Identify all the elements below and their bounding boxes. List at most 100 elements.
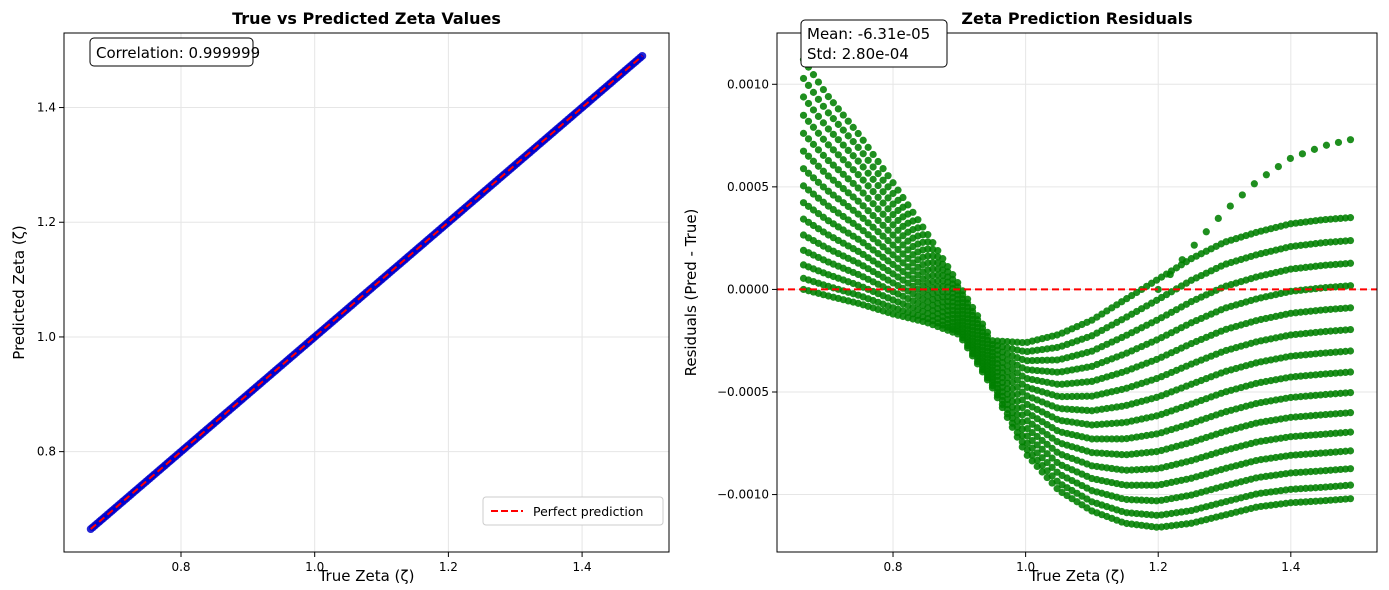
- residual-point: [1078, 392, 1086, 400]
- residual-point: [859, 239, 867, 247]
- left-y-tick-label: 0.8: [37, 445, 56, 459]
- residual-point: [909, 208, 917, 216]
- residual-point: [1118, 451, 1126, 459]
- right-y-tick-label: 0.0000: [727, 282, 769, 296]
- left-y-tick-label: 1.2: [37, 215, 56, 229]
- residual-point: [864, 219, 872, 227]
- residual-point: [844, 132, 852, 140]
- residual-point: [1018, 388, 1026, 396]
- residual-point: [1038, 445, 1046, 453]
- residual-point: [844, 117, 852, 125]
- residual-point: [964, 295, 972, 303]
- residual-point: [1346, 368, 1355, 376]
- left-plot-frame: [63, 32, 670, 553]
- residual-point: [1262, 171, 1270, 179]
- residual-point: [924, 231, 932, 239]
- residual-point: [809, 71, 818, 79]
- residual-point: [849, 123, 857, 131]
- residual-point: [924, 252, 932, 260]
- residual-point: [1093, 435, 1101, 443]
- correlation-annotation: Correlation: 0.999999: [96, 44, 260, 62]
- residual-point: [934, 247, 942, 255]
- residual-point: [1346, 325, 1355, 334]
- residual-point: [799, 74, 808, 83]
- residual-point: [899, 250, 907, 258]
- residual-point: [1113, 435, 1121, 443]
- residual-point: [829, 176, 837, 184]
- left-y-axis-label: Predicted Zeta (ζ): [10, 225, 28, 359]
- residual-point: [844, 189, 852, 197]
- right-panel: 0.8 1.0 1.2 1.4 −0.0010 −0.0005 0.0000 0.0005 0…: [682, 9, 1378, 585]
- residual-point: [1073, 392, 1081, 401]
- residual-point: [1238, 191, 1246, 199]
- residual-point: [809, 157, 818, 165]
- residual-point: [899, 241, 907, 249]
- residual-point: [819, 119, 828, 127]
- residual-point: [804, 81, 813, 90]
- residual-point: [804, 169, 813, 177]
- residual-point: [1043, 440, 1051, 448]
- residual-point: [854, 210, 862, 218]
- residual-point: [809, 190, 818, 198]
- residual-point: [864, 156, 872, 164]
- left-y-tick-label: 1.4: [37, 101, 56, 115]
- right-y-tick-label: 0.0010: [727, 77, 769, 91]
- residual-point: [894, 186, 902, 194]
- residual-point: [929, 239, 937, 247]
- residual-point: [829, 115, 837, 123]
- residual-point: [804, 202, 813, 210]
- residual-point: [1053, 477, 1061, 485]
- residual-point: [959, 287, 967, 295]
- residual-point: [904, 263, 912, 271]
- residual-point: [1346, 347, 1355, 355]
- residual-point: [909, 275, 917, 283]
- residual-point: [879, 176, 887, 184]
- residual-point: [1346, 495, 1355, 503]
- residual-point: [859, 202, 867, 210]
- residual-point: [1346, 214, 1355, 222]
- right-x-tick-label: 0.8: [883, 560, 902, 574]
- residual-point: [1138, 481, 1146, 489]
- residual-point: [894, 216, 902, 225]
- residual-point: [854, 171, 862, 179]
- residual-point: [909, 267, 917, 275]
- residual-point: [824, 141, 832, 149]
- right-y-tick-label: −0.0005: [717, 385, 769, 399]
- residual-point: [1048, 444, 1056, 452]
- residual-point: [914, 216, 922, 224]
- residual-point: [884, 183, 892, 191]
- residual-point: [874, 205, 882, 213]
- residual-point: [799, 199, 808, 207]
- residual-point: [1334, 138, 1343, 147]
- residual-point: [1053, 380, 1061, 388]
- residual-point: [809, 206, 818, 214]
- residual-point: [1143, 481, 1151, 489]
- residual-point: [824, 109, 832, 117]
- residual-point: [899, 267, 907, 276]
- residual-point: [1250, 180, 1258, 188]
- residual-point: [1038, 454, 1046, 462]
- right-x-axis-label: True Zeta (ζ): [1028, 567, 1125, 585]
- residual-point: [1003, 385, 1011, 393]
- residual-point: [859, 136, 867, 144]
- residual-point: [814, 178, 823, 186]
- residual-point: [978, 320, 987, 328]
- residual-point: [809, 140, 818, 148]
- residual-point: [824, 92, 832, 101]
- residual-point: [864, 143, 872, 151]
- residual-point: [1346, 236, 1355, 245]
- residual-point: [889, 210, 897, 219]
- residual-point: [1346, 447, 1355, 455]
- residual-point: [939, 255, 947, 263]
- residual-point: [879, 164, 887, 173]
- residual-point: [889, 251, 897, 259]
- residual-point: [929, 265, 937, 273]
- residual-point: [869, 175, 877, 183]
- residual-point: [844, 146, 852, 155]
- residual-point: [894, 245, 902, 254]
- right-x-ticks: 0.8 1.0 1.2 1.4: [883, 552, 1300, 574]
- right-y-ticks: −0.0010 −0.0005 0.0000 0.0005 0.0010: [717, 77, 777, 502]
- residual-point: [839, 156, 847, 164]
- residual-point: [839, 111, 847, 119]
